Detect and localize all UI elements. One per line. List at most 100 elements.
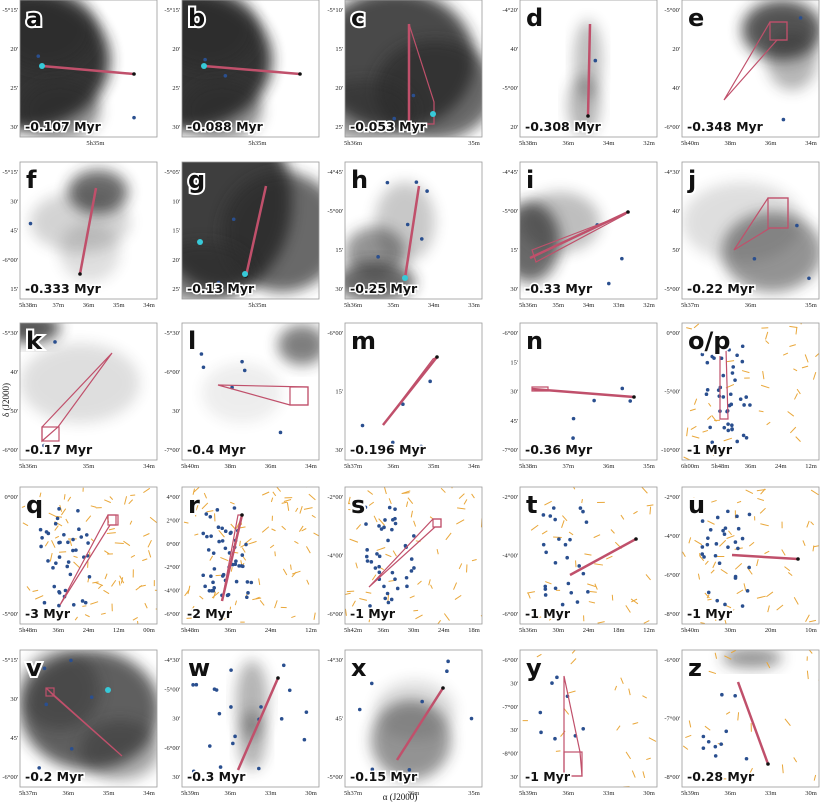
proper-motion-vector — [689, 408, 696, 412]
star-marker — [207, 588, 212, 593]
proper-motion-vector — [756, 559, 759, 567]
x-tick-label: 32m — [643, 140, 655, 147]
proper-motion-vector — [63, 494, 66, 500]
proper-motion-vector — [737, 712, 740, 721]
proper-motion-vector — [454, 594, 462, 600]
proper-motion-vector — [252, 597, 262, 601]
proper-motion-vector — [258, 578, 261, 586]
proper-motion-vector — [553, 536, 562, 539]
proper-motion-vector — [685, 734, 692, 739]
star-marker — [223, 529, 228, 534]
panel-frame — [19, 486, 158, 625]
proper-motion-vector — [306, 546, 311, 554]
y-tick-label: 20' — [510, 124, 518, 131]
proper-motion-vector — [409, 595, 415, 599]
y-tick-label: 30' — [172, 774, 180, 781]
star-marker — [807, 276, 811, 281]
proper-motion-vector — [311, 514, 316, 519]
proper-motion-vector — [415, 614, 423, 620]
y-tick-label: -7°00' — [664, 716, 680, 723]
star-marker — [728, 392, 733, 397]
star-marker — [54, 561, 58, 565]
panel-frame — [344, 0, 483, 138]
x-tick-label: 36m — [745, 463, 757, 470]
y-tick-label: -4°45' — [502, 169, 518, 176]
x-tick-label: 5h36m — [344, 140, 362, 147]
proper-motion-vector — [281, 501, 288, 504]
proper-motion-vector — [707, 520, 715, 525]
star-marker — [77, 527, 81, 532]
star-marker — [68, 572, 73, 577]
star-marker — [407, 768, 412, 772]
panel-frame — [519, 486, 658, 625]
panel-frame — [344, 161, 483, 300]
age-label: -0.13 Myr — [187, 281, 255, 296]
proper-motion-vector — [682, 745, 689, 750]
star-marker — [544, 550, 548, 555]
star-marker — [726, 545, 730, 549]
proper-motion-vector — [714, 652, 718, 659]
star-marker — [46, 559, 50, 563]
star-marker — [560, 602, 565, 607]
x-tick-label: 5h40m — [681, 627, 699, 634]
proper-motion-vector — [290, 564, 292, 570]
star-marker — [401, 402, 405, 407]
proper-motion-vector — [734, 562, 743, 570]
x-tick-label: 35m — [552, 302, 564, 309]
y-tick-label: -2°00' — [502, 494, 518, 501]
age-label: -1 Myr — [687, 606, 733, 621]
trace-line — [236, 677, 280, 771]
y-tick-label: 30' — [510, 774, 518, 781]
age-label: -2 Myr — [187, 606, 233, 621]
proper-motion-vector — [795, 326, 798, 335]
x-tick-label: 35m — [805, 302, 817, 309]
proper-motion-vector — [766, 661, 771, 669]
star-marker — [446, 659, 450, 664]
star-marker — [723, 602, 727, 607]
panel-frame — [344, 322, 483, 461]
proper-motion-vector — [764, 550, 770, 555]
proper-motion-vector — [144, 602, 148, 609]
star-marker — [217, 711, 222, 716]
y-tick-label: -6°00' — [164, 611, 180, 618]
y-tick-label: -6°00' — [2, 774, 18, 781]
y-tick-label: 15' — [335, 389, 343, 396]
x-tick-label: 36m — [225, 790, 237, 797]
x-tick-label: 5h37m — [19, 790, 37, 797]
origin-box — [107, 514, 119, 526]
proper-motion-vector — [649, 506, 652, 515]
x-tick-label: 32m — [643, 302, 655, 309]
star-marker — [57, 507, 61, 511]
proper-motion-vector — [259, 600, 265, 606]
proper-motion-vector — [530, 524, 539, 531]
panel-label: f — [26, 166, 37, 194]
star-marker — [726, 509, 730, 514]
x-tick-label: 18m — [613, 627, 625, 634]
star-marker — [713, 553, 718, 558]
proper-motion-vector — [183, 521, 189, 524]
proper-motion-vector — [417, 580, 422, 585]
x-tick-label: 24m — [83, 627, 95, 634]
y-tick-label: -10°00' — [661, 447, 680, 454]
star-marker — [700, 352, 705, 357]
panel-label: y — [526, 654, 542, 682]
star-marker — [581, 571, 586, 576]
trace-line — [382, 356, 438, 426]
star-marker — [62, 532, 66, 537]
star-marker — [241, 564, 245, 569]
star-marker — [738, 397, 743, 401]
proper-motion-vector — [736, 500, 742, 504]
proper-motion-vector — [594, 583, 598, 590]
proper-motion-vector — [54, 525, 59, 531]
age-label: -1 Myr — [687, 442, 733, 457]
proper-motion-vector — [410, 510, 413, 518]
proper-motion-vector — [686, 327, 692, 330]
x-tick-label: 5h48m — [19, 627, 37, 634]
proper-motion-vector — [271, 528, 276, 532]
proper-motion-vector — [73, 561, 81, 569]
y-tick-label: -2°00' — [327, 494, 343, 501]
proper-motion-vector — [39, 503, 44, 509]
star-marker — [722, 425, 727, 430]
proper-motion-vector — [697, 573, 701, 580]
panel-j: j -0.22 Myr -4°30' 40' 50' -5°00' 5h37m 36m 35m — [664, 161, 820, 309]
